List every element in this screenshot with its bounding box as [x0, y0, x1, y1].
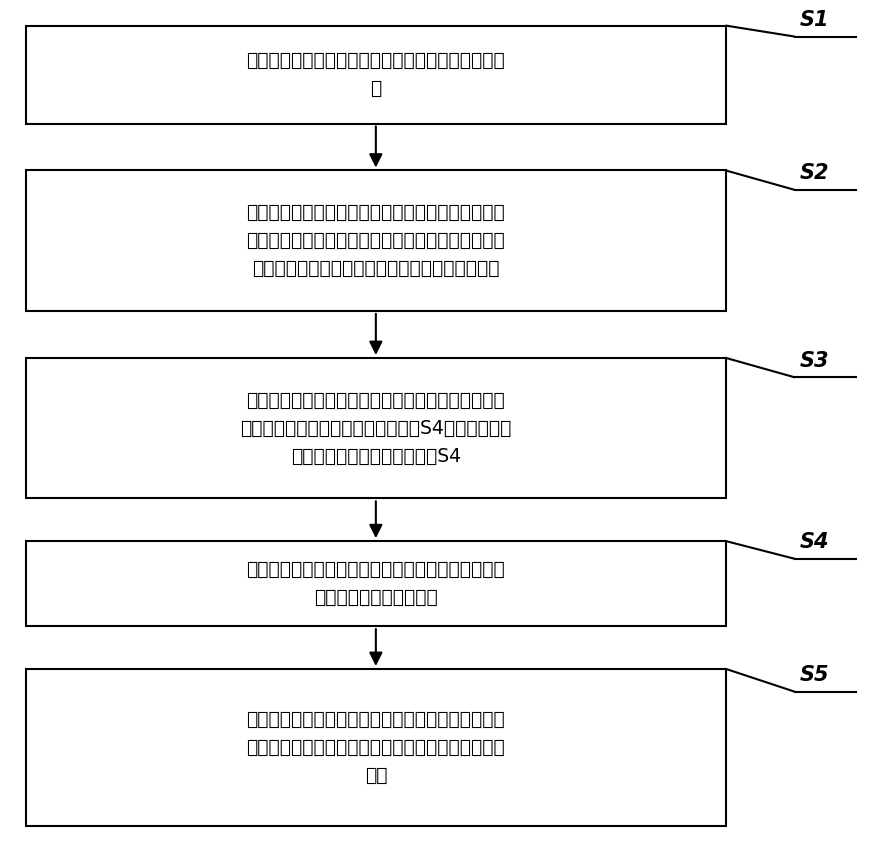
Bar [26, 26, 726, 124]
Text: S1: S1 [799, 10, 829, 30]
Bar [26, 358, 726, 498]
Text: S2: S2 [799, 164, 829, 183]
Bar [26, 541, 726, 626]
Text: 检索权限资源矩阵，从所获得的消息中取得消息源，
并返回其对应的权限向量: 检索权限资源矩阵，从所获得的消息中取得消息源， 并返回其对应的权限向量 [247, 560, 505, 607]
Bar [26, 669, 726, 826]
Text: 根据上层网管的权限去权限向量中进行权限匹配，当
具备权限的消息被匹配出来后，对消息进行并行复制
分发: 根据上层网管的权限去权限向量中进行权限匹配，当 具备权限的消息被匹配出来后，对消… [247, 710, 505, 786]
Bar [26, 170, 726, 311]
Text: S4: S4 [799, 532, 829, 552]
Text: 判断取出的消息是否对时序敏感，若是时序敏感的消
息，则进行时序保障，然后进入步骤S4；若不是时序
敏感的消息，则直接进入步骤S4: 判断取出的消息是否对时序敏感，若是时序敏感的消 息，则进行时序保障，然后进入步骤… [240, 390, 512, 466]
Text: S5: S5 [799, 665, 829, 685]
Text: 提供一个随机发生器，随机发生器根据消息的优先级
来设定消息的发生概率，优先级高的发生概率就高，
当随机选择了队列后，就会从队列首部取出该消息: 提供一个随机发生器，随机发生器根据消息的优先级 来设定消息的发生概率，优先级高的… [247, 203, 505, 279]
Text: S3: S3 [799, 351, 829, 371]
Text: 并发接收消息，根据消息的优先级进入不同的消息队
列: 并发接收消息，根据消息的优先级进入不同的消息队 列 [247, 51, 505, 98]
